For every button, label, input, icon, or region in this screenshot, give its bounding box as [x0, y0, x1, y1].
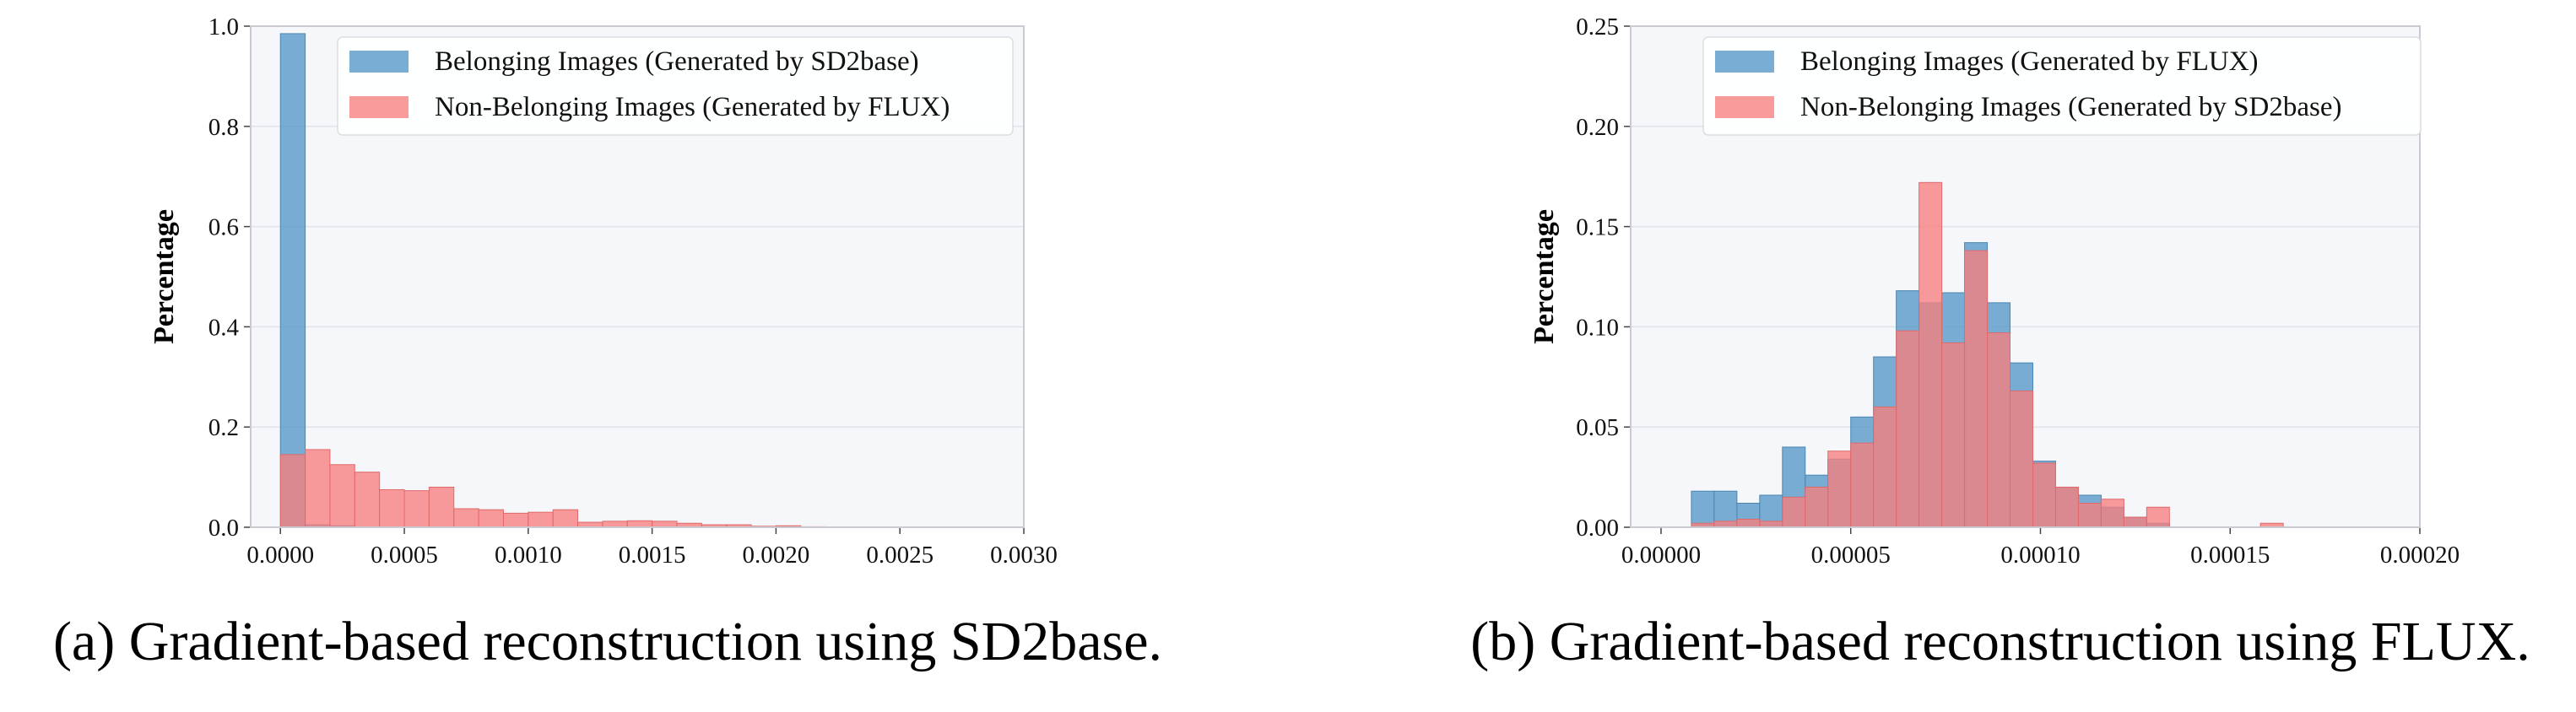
histogram-bar — [1759, 521, 1783, 528]
histogram-bar — [478, 509, 504, 528]
histogram-bar — [626, 520, 653, 528]
legend-swatch — [1715, 51, 1774, 73]
histogram-bar — [552, 509, 579, 528]
y-tick-label: 0.2 — [208, 414, 239, 441]
histogram-bar — [1941, 342, 1966, 528]
y-tick-label: 0.10 — [1576, 314, 1619, 341]
histogram-bar — [1691, 490, 1715, 528]
legend-swatch — [349, 51, 409, 73]
legend: Belonging Images (Generated by SD2base) N… — [337, 36, 1014, 136]
x-tick-label: 0.0000 — [246, 542, 314, 569]
histogram-bar — [379, 488, 405, 528]
histogram-bar — [2032, 462, 2056, 528]
figure-caption: (b) Gradient-based reconstruction using … — [1470, 611, 2530, 672]
histogram-bar — [354, 472, 381, 528]
figure-caption: (a) Gradient-based reconstruction using … — [53, 611, 1162, 672]
x-tick-label: 0.00005 — [1811, 542, 1891, 569]
histogram-bar — [2123, 516, 2147, 528]
y-tick-label: 0.8 — [208, 114, 239, 141]
x-tick-label: 0.0005 — [371, 542, 438, 569]
y-tick-label: 0.00 — [1576, 515, 1619, 542]
x-tick-label: 0.0020 — [743, 542, 810, 569]
legend-label: Non-Belonging Images (Generated by SD2ba… — [1800, 92, 2342, 122]
y-axis-label: Percentage — [1529, 209, 1560, 344]
legend-box — [337, 36, 1014, 136]
histogram-bar — [652, 521, 678, 528]
histogram-bar — [305, 449, 331, 528]
x-tick-label: 0.0025 — [866, 542, 934, 569]
y-tick-label: 0.05 — [1576, 414, 1619, 441]
histogram-bar — [1896, 330, 1920, 528]
x-tick-label: 0.0030 — [990, 542, 1058, 569]
x-tick-label: 0.00020 — [2380, 542, 2460, 569]
histogram-bar — [1850, 442, 1875, 528]
legend: Belonging Images (Generated by FLUX) Non-… — [1702, 36, 2422, 136]
plot-frame — [1630, 25, 2421, 528]
histogram-bar — [2077, 502, 2102, 528]
chart-panel-2: 0.00 0.05 0.10 0.15 0.20 0.25 0.00000 0.00005 0.… — [1529, 13, 2460, 569]
x-tick-label: 0.00010 — [2000, 542, 2080, 569]
histogram-bar — [2010, 390, 2033, 528]
histogram-bar — [1713, 521, 1738, 528]
histogram-bar — [279, 33, 306, 528]
histogram-bar — [279, 454, 306, 528]
x-tick-label: 0.00000 — [1621, 542, 1701, 569]
histogram-bar — [1964, 250, 1989, 528]
x-tick-label: 0.00015 — [2190, 542, 2270, 569]
chart-panel-1: 0.0 0.2 0.4 0.6 0.8 1.0 0.0000 0.0005 0.0010 0.00… — [149, 13, 1058, 569]
y-tick-label: 0.15 — [1576, 214, 1619, 241]
histogram-bar — [502, 512, 529, 528]
histogram-bar — [1827, 450, 1852, 528]
legend-label: Belonging Images (Generated by FLUX) — [1800, 46, 2259, 77]
histogram-bar — [329, 464, 355, 528]
x-tick-label: 0.0015 — [619, 542, 686, 569]
y-tick-label: 0.6 — [208, 214, 239, 241]
histogram-bar — [1987, 332, 2011, 528]
y-tick-label: 0.20 — [1576, 114, 1619, 141]
histogram-bar — [2146, 506, 2170, 528]
legend-label: Belonging Images (Generated by SD2base) — [435, 46, 919, 77]
histogram-bar — [1918, 181, 1943, 528]
y-tick-label: 1.0 — [208, 13, 239, 40]
y-tick-label: 0.4 — [208, 314, 240, 341]
histogram-bar — [1805, 486, 1829, 528]
histogram-bar — [1873, 406, 1897, 528]
legend-swatch — [1715, 96, 1774, 118]
series-2 — [279, 449, 826, 528]
histogram-bar — [528, 511, 554, 528]
histogram-bar — [403, 490, 430, 528]
histogram-bar — [1736, 518, 1761, 528]
y-tick-label: 0.25 — [1576, 13, 1619, 40]
legend-box — [1702, 36, 2422, 136]
y-axis-label: Percentage — [149, 209, 180, 344]
histogram-bar — [2100, 499, 2124, 528]
histogram-bar — [602, 521, 628, 528]
x-tick-label: 0.0010 — [495, 542, 562, 569]
histogram-bar — [453, 508, 479, 528]
histogram-bar — [2054, 486, 2079, 528]
y-tick-label: 0.0 — [208, 515, 239, 542]
legend-label: Non-Belonging Images (Generated by FLUX) — [435, 92, 950, 122]
histogram-bar — [428, 486, 455, 528]
histogram-bar — [1782, 496, 1806, 528]
plot-frame — [250, 25, 1025, 528]
legend-swatch — [349, 96, 409, 118]
